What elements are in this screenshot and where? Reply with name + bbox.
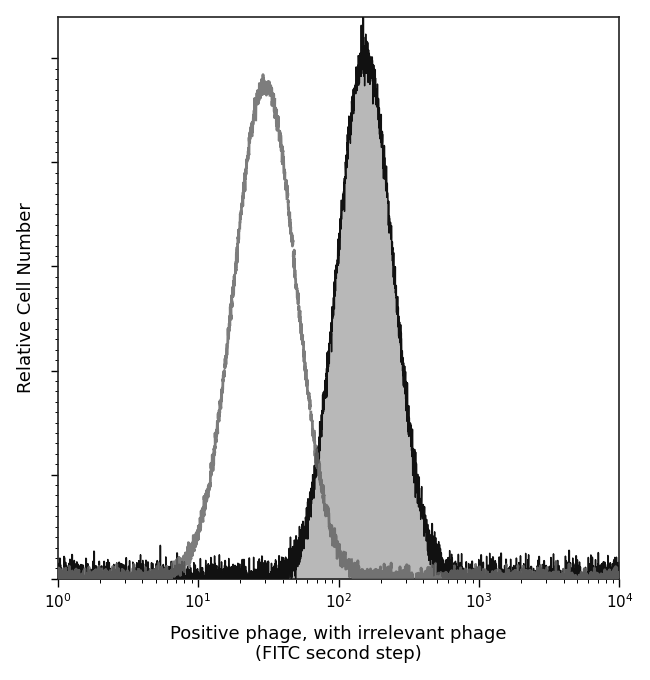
Y-axis label: Relative Cell Number: Relative Cell Number (17, 202, 34, 393)
X-axis label: Positive phage, with irrelevant phage
(FITC second step): Positive phage, with irrelevant phage (F… (170, 624, 507, 663)
